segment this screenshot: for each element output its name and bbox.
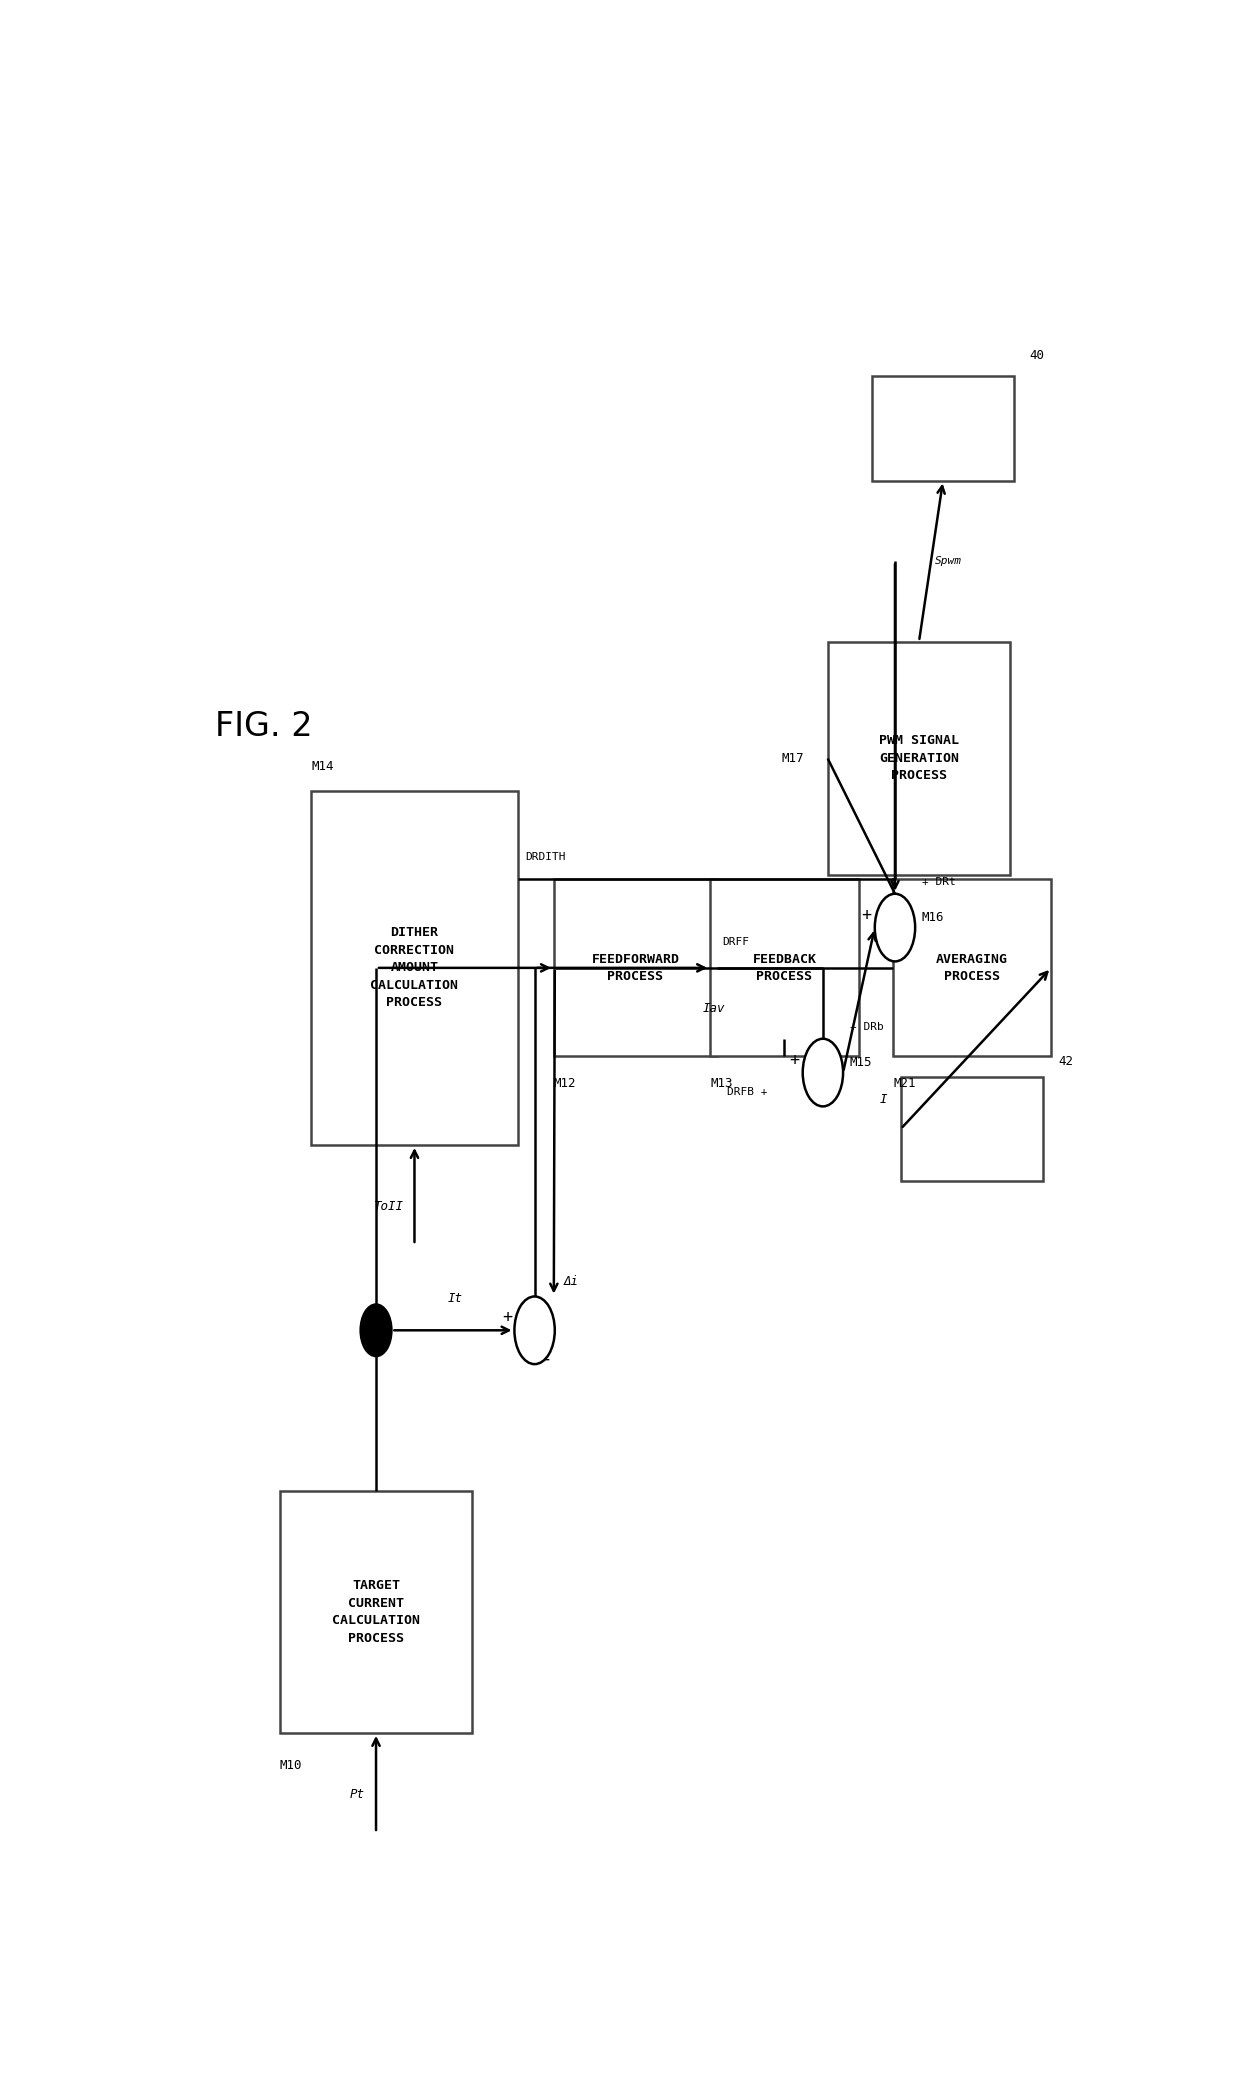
Text: + DRb: + DRb (849, 1023, 884, 1033)
Text: M12: M12 (554, 1077, 577, 1090)
Text: M17: M17 (781, 751, 804, 766)
Text: DRFB +: DRFB + (727, 1088, 768, 1096)
Text: FEEDFORWARD
PROCESS: FEEDFORWARD PROCESS (591, 952, 680, 983)
Text: M21: M21 (893, 1077, 915, 1090)
Circle shape (874, 893, 915, 962)
Text: +: + (861, 906, 872, 925)
Text: M15: M15 (849, 1056, 872, 1069)
Text: It: It (448, 1291, 463, 1305)
Text: AVERAGING
PROCESS: AVERAGING PROCESS (936, 952, 1008, 983)
Text: M16: M16 (921, 912, 945, 925)
Text: +: + (502, 1308, 512, 1326)
FancyBboxPatch shape (872, 377, 1014, 481)
Text: Iav: Iav (702, 1002, 725, 1015)
Text: TARGET
CURRENT
CALCULATION
PROCESS: TARGET CURRENT CALCULATION PROCESS (332, 1579, 420, 1644)
Text: ToII: ToII (373, 1201, 403, 1213)
FancyBboxPatch shape (893, 879, 1052, 1056)
Circle shape (361, 1305, 392, 1356)
Text: Δi: Δi (563, 1276, 578, 1289)
Text: + DRt: + DRt (921, 877, 956, 887)
FancyBboxPatch shape (900, 1077, 1043, 1182)
Circle shape (515, 1297, 554, 1364)
Text: Spwm: Spwm (935, 556, 961, 567)
Text: I: I (879, 1094, 887, 1107)
Text: PWM SIGNAL
GENERATION
PROCESS: PWM SIGNAL GENERATION PROCESS (879, 734, 959, 782)
Text: +: + (789, 1050, 799, 1069)
Text: FEEDBACK
PROCESS: FEEDBACK PROCESS (753, 952, 816, 983)
FancyBboxPatch shape (311, 791, 518, 1144)
FancyBboxPatch shape (280, 1492, 472, 1732)
FancyBboxPatch shape (828, 642, 1011, 874)
Text: DITHER
CORRECTION
AMOUNT
CALCULATION
PROCESS: DITHER CORRECTION AMOUNT CALCULATION PRO… (371, 927, 459, 1008)
Text: 40: 40 (1029, 349, 1044, 362)
Circle shape (802, 1040, 843, 1107)
Text: M14: M14 (311, 759, 334, 774)
Text: DRDITH: DRDITH (526, 851, 565, 862)
Text: M10: M10 (280, 1759, 303, 1772)
FancyBboxPatch shape (554, 879, 717, 1056)
Text: 42: 42 (1058, 1054, 1074, 1067)
Text: −: − (539, 1349, 549, 1368)
FancyBboxPatch shape (711, 879, 859, 1056)
Text: DRFF: DRFF (722, 937, 749, 948)
Text: Pt: Pt (350, 1789, 365, 1801)
Text: M13: M13 (711, 1077, 733, 1090)
Text: FIG. 2: FIG. 2 (215, 709, 312, 743)
